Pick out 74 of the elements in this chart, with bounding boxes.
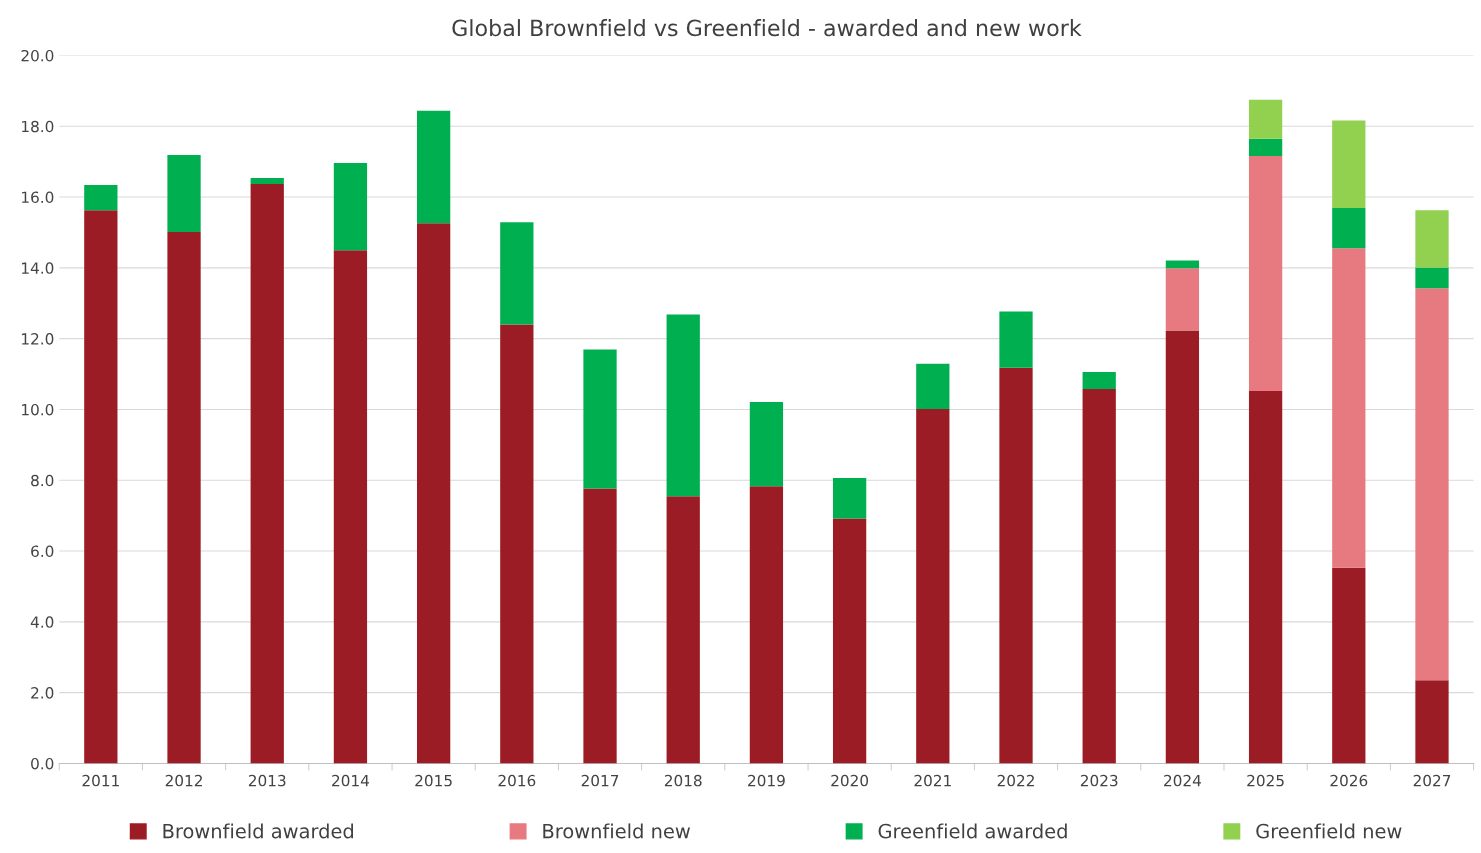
- x-tick-label: 2012: [165, 774, 202, 787]
- bar: [416, 110, 451, 224]
- y-tick-label: 10.0: [22, 403, 54, 416]
- bar: [1082, 388, 1116, 764]
- bar: [333, 163, 368, 251]
- y-tick-label: 8.0: [31, 474, 54, 487]
- x-tick-label: 2021: [914, 774, 951, 787]
- bar: [167, 154, 201, 233]
- bar: [1248, 155, 1283, 392]
- x-tick-label: 2024: [1164, 774, 1201, 787]
- x-tick-label: 2015: [415, 774, 452, 787]
- bar: [583, 349, 617, 489]
- x-tick-label: 2014: [332, 774, 370, 787]
- bar: [416, 223, 451, 764]
- bar: [916, 409, 950, 764]
- bar: [84, 185, 118, 211]
- bar: [749, 486, 784, 764]
- bar: [500, 222, 534, 325]
- bar: [1248, 99, 1283, 139]
- bar: [1082, 371, 1116, 389]
- bar: [666, 496, 700, 764]
- bar: [250, 183, 284, 764]
- y-tick-label: 14.0: [22, 262, 54, 274]
- x-tick-label: 2019: [748, 774, 785, 787]
- bar: [1248, 391, 1283, 764]
- bar: [500, 324, 534, 764]
- y-tick-label: 18.0: [22, 120, 54, 133]
- legend-label: Brownfield awarded: [163, 823, 353, 839]
- x-tick-label: 2016: [498, 774, 536, 787]
- bar: [999, 311, 1033, 368]
- bar: [250, 177, 284, 184]
- x-tick-label: 2022: [997, 774, 1034, 787]
- legend-label: Greenfield new: [1256, 823, 1402, 839]
- bar: [1165, 260, 1200, 269]
- bar: [749, 402, 784, 487]
- y-tick-label: 4.0: [30, 616, 54, 628]
- bar: [666, 314, 700, 497]
- bar: [583, 488, 617, 764]
- x-tick-label: 2020: [831, 774, 869, 787]
- bar: [1165, 330, 1200, 764]
- bar: [84, 210, 118, 764]
- bar: [167, 232, 201, 764]
- bar: [999, 367, 1033, 764]
- bar: [1332, 120, 1366, 209]
- y-tick-label: 12.0: [22, 333, 54, 345]
- bar: [1415, 288, 1449, 681]
- x-tick-label: 2026: [1330, 774, 1368, 787]
- bar: [832, 478, 867, 519]
- y-tick-label: 6.0: [31, 545, 54, 558]
- bar: [1332, 567, 1366, 764]
- x-tick-label: 2027: [1413, 774, 1451, 787]
- bar: [916, 363, 950, 410]
- bar: [1332, 248, 1366, 568]
- legend-label: Greenfield awarded: [878, 823, 1067, 839]
- x-tick-label: 2025: [1247, 774, 1284, 787]
- bar: [1332, 208, 1366, 249]
- bar: [333, 250, 368, 764]
- bar: [1415, 210, 1449, 268]
- y-tick-label: 2.0: [31, 687, 54, 699]
- bar: [1415, 267, 1449, 289]
- bar: [1415, 680, 1449, 764]
- x-tick-label: 2023: [1080, 774, 1118, 787]
- bar: [832, 518, 867, 764]
- y-tick-label: 0.0: [31, 757, 54, 770]
- x-tick-label: 2013: [248, 774, 286, 787]
- x-tick-label: 2018: [664, 774, 702, 787]
- bar: [1248, 138, 1283, 156]
- bar: [1165, 268, 1200, 331]
- legend-label: Brownfield new: [543, 823, 690, 839]
- chart-title: Global Brownfield vs Greenfield - awarded and new work: [452, 19, 1082, 37]
- x-tick-label: 2017: [581, 774, 619, 787]
- y-tick-label: 20.0: [21, 49, 54, 62]
- x-tick-label: 2011: [82, 774, 119, 787]
- y-tick-label: 16.0: [22, 191, 54, 204]
